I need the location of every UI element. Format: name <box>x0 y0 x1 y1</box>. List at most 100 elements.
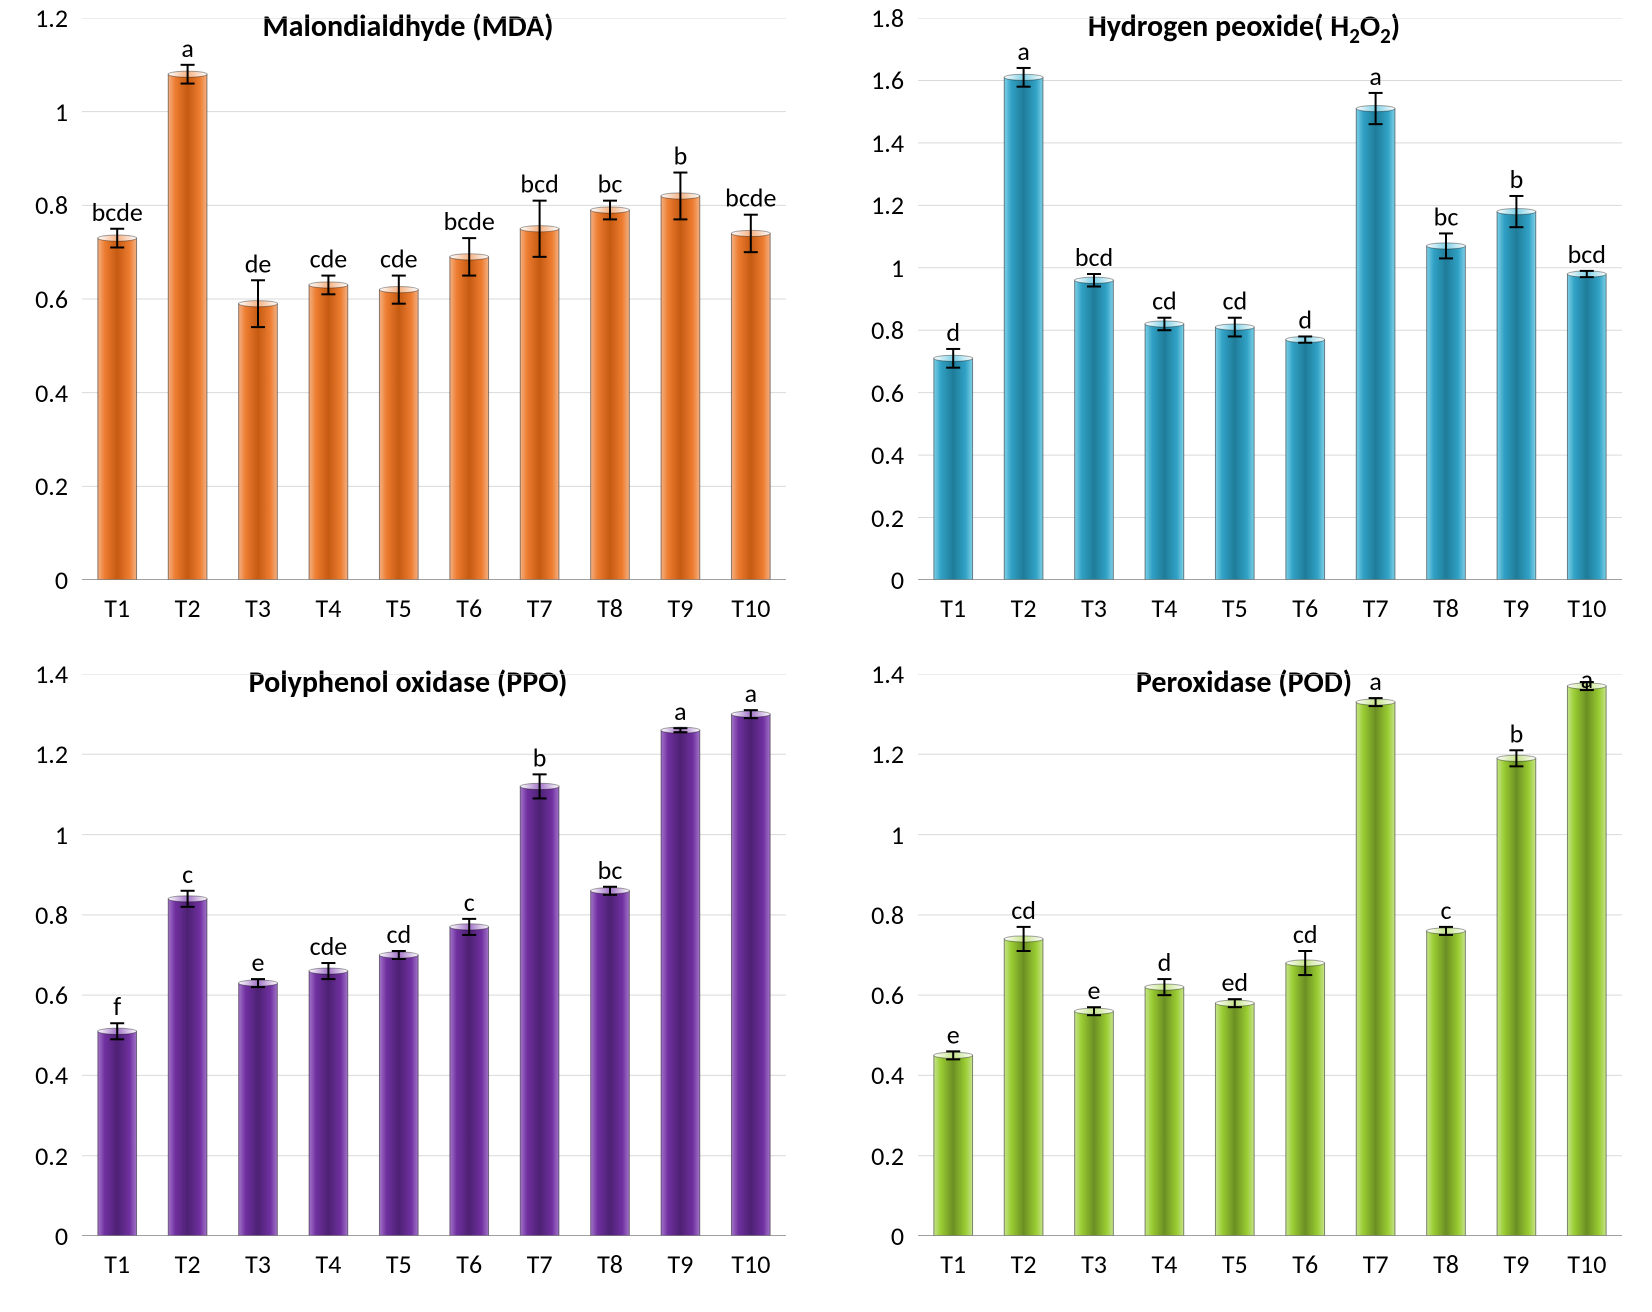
bar <box>520 229 559 580</box>
x-tick-label: T6 <box>1270 1242 1340 1282</box>
bar <box>1567 686 1606 1236</box>
y-tick-label: 0 <box>856 1220 904 1252</box>
x-tick-label: T5 <box>364 1242 434 1282</box>
x-tick-label: T4 <box>1129 1242 1199 1282</box>
significance-letter: cd <box>1222 285 1247 317</box>
bar <box>591 891 630 1236</box>
significance-letter: a <box>1581 674 1593 695</box>
bar <box>239 304 278 580</box>
significance-letter: a <box>1369 60 1381 92</box>
x-tick-label: T9 <box>1481 1242 1551 1282</box>
significance-letter: d <box>1158 946 1172 978</box>
x-tick-label: T2 <box>988 586 1058 626</box>
significance-letter: c <box>182 858 193 890</box>
bar <box>1286 963 1325 1236</box>
x-tick-label: T9 <box>645 1242 715 1282</box>
x-tick-label: T3 <box>223 586 293 626</box>
y-axis: 00.20.40.60.811.21.4 <box>20 674 76 1236</box>
x-tick-label: T1 <box>918 1242 988 1282</box>
panel-grid: Malondialdhyde (MDA)00.20.40.60.811.2T1T… <box>0 0 1652 1312</box>
y-tick-label: 1 <box>856 819 904 851</box>
chart-svg: dabcdcdcddabcbbcd <box>918 18 1622 580</box>
x-tick-label: T3 <box>1059 1242 1129 1282</box>
significance-letter: e <box>947 1018 960 1050</box>
bar <box>98 238 137 580</box>
y-tick-label: 1.6 <box>856 64 904 96</box>
y-tick-label: 0.2 <box>20 1140 68 1172</box>
significance-letter: b <box>1510 717 1524 749</box>
significance-letter: b <box>1510 163 1524 195</box>
bar <box>1145 324 1184 580</box>
x-tick-label: T4 <box>1129 586 1199 626</box>
x-tick-label: T10 <box>1552 586 1622 626</box>
y-tick-label: 0.6 <box>856 377 904 409</box>
chart-svg: bcdeadecdecdebcdebcdbcbbcde <box>82 18 786 580</box>
x-tick-label: T1 <box>918 586 988 626</box>
significance-letter: b <box>533 741 547 773</box>
plot-area: fcecdecdcbbcaa <box>82 674 786 1236</box>
x-tick-label: T8 <box>1411 586 1481 626</box>
y-tick-label: 0.8 <box>856 314 904 346</box>
significance-letter: bcd <box>1075 241 1113 273</box>
significance-letter: d <box>1298 303 1312 335</box>
y-tick-label: 1.2 <box>856 738 904 770</box>
x-tick-label: T6 <box>434 1242 504 1282</box>
x-tick-label: T6 <box>434 586 504 626</box>
panel-h2o2: Hydrogen peoxide( H2O2)00.20.40.60.811.2… <box>856 10 1632 626</box>
significance-letter: cde <box>310 930 348 962</box>
x-tick-label: T10 <box>716 1242 786 1282</box>
bar <box>591 210 630 580</box>
bar <box>1075 280 1114 580</box>
bar <box>934 1055 973 1236</box>
y-tick-label: 1.2 <box>20 738 68 770</box>
x-axis: T1T2T3T4T5T6T7T8T9T10 <box>918 586 1622 626</box>
significance-letter: cd <box>1011 894 1036 926</box>
x-tick-label: T5 <box>1200 1242 1270 1282</box>
significance-letter: bcd <box>1568 238 1606 270</box>
y-tick-label: 0.2 <box>856 502 904 534</box>
bar <box>1286 340 1325 580</box>
y-tick-label: 0.8 <box>856 899 904 931</box>
bar <box>309 971 348 1236</box>
x-tick-label: T5 <box>364 586 434 626</box>
bar <box>379 955 418 1236</box>
y-tick-label: 0.4 <box>856 439 904 471</box>
x-tick-label: T7 <box>1340 1242 1410 1282</box>
y-tick-label: 1.2 <box>856 189 904 221</box>
bar <box>661 730 700 1236</box>
bar <box>98 1031 137 1236</box>
bar <box>1567 274 1606 580</box>
bar <box>168 899 207 1236</box>
bar <box>661 196 700 580</box>
x-tick-label: T3 <box>1059 586 1129 626</box>
y-tick-label: 0 <box>20 1220 68 1252</box>
y-tick-label: 1.2 <box>20 2 68 34</box>
x-tick-label: T1 <box>82 1242 152 1282</box>
x-tick-label: T5 <box>1200 586 1270 626</box>
x-tick-label: T4 <box>293 586 363 626</box>
significance-letter: cd <box>1152 285 1177 317</box>
bar <box>1215 327 1254 580</box>
significance-letter: bcde <box>444 205 495 237</box>
significance-letter: b <box>674 140 688 172</box>
y-tick-label: 0.6 <box>20 979 68 1011</box>
x-axis: T1T2T3T4T5T6T7T8T9T10 <box>82 586 786 626</box>
y-tick-label: 0.2 <box>20 470 68 502</box>
x-tick-label: T8 <box>575 1242 645 1282</box>
y-tick-label: 0.4 <box>856 1059 904 1091</box>
bar <box>1356 702 1395 1236</box>
bar <box>1427 931 1466 1236</box>
panel-pod: Peroxidase (POD)00.20.40.60.811.21.4T1T2… <box>856 666 1632 1282</box>
y-tick-label: 0.8 <box>20 899 68 931</box>
bar <box>731 714 770 1236</box>
x-tick-label: T7 <box>504 1242 574 1282</box>
x-tick-label: T2 <box>988 1242 1058 1282</box>
chart-svg: fcecdecdcbbcaa <box>82 674 786 1236</box>
y-tick-label: 1.4 <box>20 658 68 690</box>
significance-letter: cde <box>380 243 418 275</box>
x-tick-label: T8 <box>1411 1242 1481 1282</box>
y-tick-label: 1.4 <box>856 127 904 159</box>
x-tick-label: T2 <box>152 1242 222 1282</box>
bar <box>1497 212 1536 580</box>
bar <box>1075 1011 1114 1236</box>
